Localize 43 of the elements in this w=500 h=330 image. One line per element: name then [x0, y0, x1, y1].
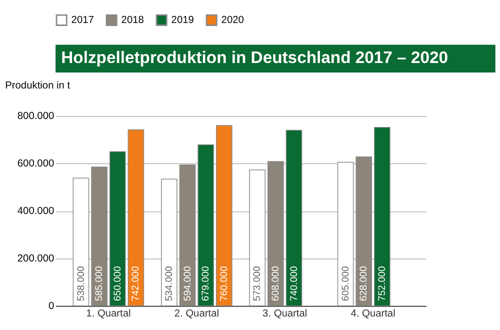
bar [161, 178, 178, 306]
legend-label: 2019 [171, 14, 194, 26]
y-tick-label: 0 [48, 301, 54, 312]
chart-title: Holzpelletproduktion in Deutschland 2017 – 2020 [61, 48, 448, 68]
bar [249, 169, 266, 306]
bar [179, 164, 196, 306]
y-axis-title: Produktion in t [5, 80, 70, 92]
data-label: 608.000 [270, 265, 282, 302]
bar [216, 125, 232, 306]
bar [356, 156, 372, 306]
legend-label: 2017 [71, 14, 94, 26]
data-label: 585.000 [94, 265, 106, 302]
x-tick-label: 4. Quartal [350, 308, 396, 320]
bar [374, 127, 390, 306]
data-label: 534.000 [164, 265, 175, 302]
data-label: 742.000 [130, 265, 142, 302]
bar [128, 129, 144, 306]
data-label: 594.000 [182, 265, 194, 302]
data-label: 752.000 [376, 265, 388, 302]
data-label: 679.000 [200, 265, 212, 302]
bar [198, 144, 214, 306]
y-tick-label: 400.000 [17, 206, 54, 218]
data-label: 740.000 [288, 265, 300, 302]
bar [337, 162, 354, 306]
y-tick-label: 800.000 [17, 111, 54, 122]
bar [109, 151, 126, 306]
bar [72, 178, 90, 306]
x-tick-label: 2. Quartal [174, 308, 219, 320]
data-label: 628.000 [358, 265, 370, 302]
bar [91, 166, 108, 306]
x-tick-label: 1. Quartal [86, 308, 131, 320]
bar [268, 161, 284, 306]
y-tick-label: 600.000 [17, 158, 54, 170]
data-label: 538.000 [76, 265, 87, 302]
data-label: 605.000 [340, 265, 352, 302]
bar [286, 130, 302, 306]
y-tick-label: 200.000 [17, 254, 54, 265]
data-label: 573.000 [252, 265, 264, 302]
data-label: 650.000 [112, 265, 124, 302]
x-tick-label: 3. Quartal [262, 308, 308, 320]
legend-label: 2018 [121, 14, 144, 26]
legend-label: 2020 [221, 14, 244, 26]
data-label: 760.000 [218, 265, 230, 302]
